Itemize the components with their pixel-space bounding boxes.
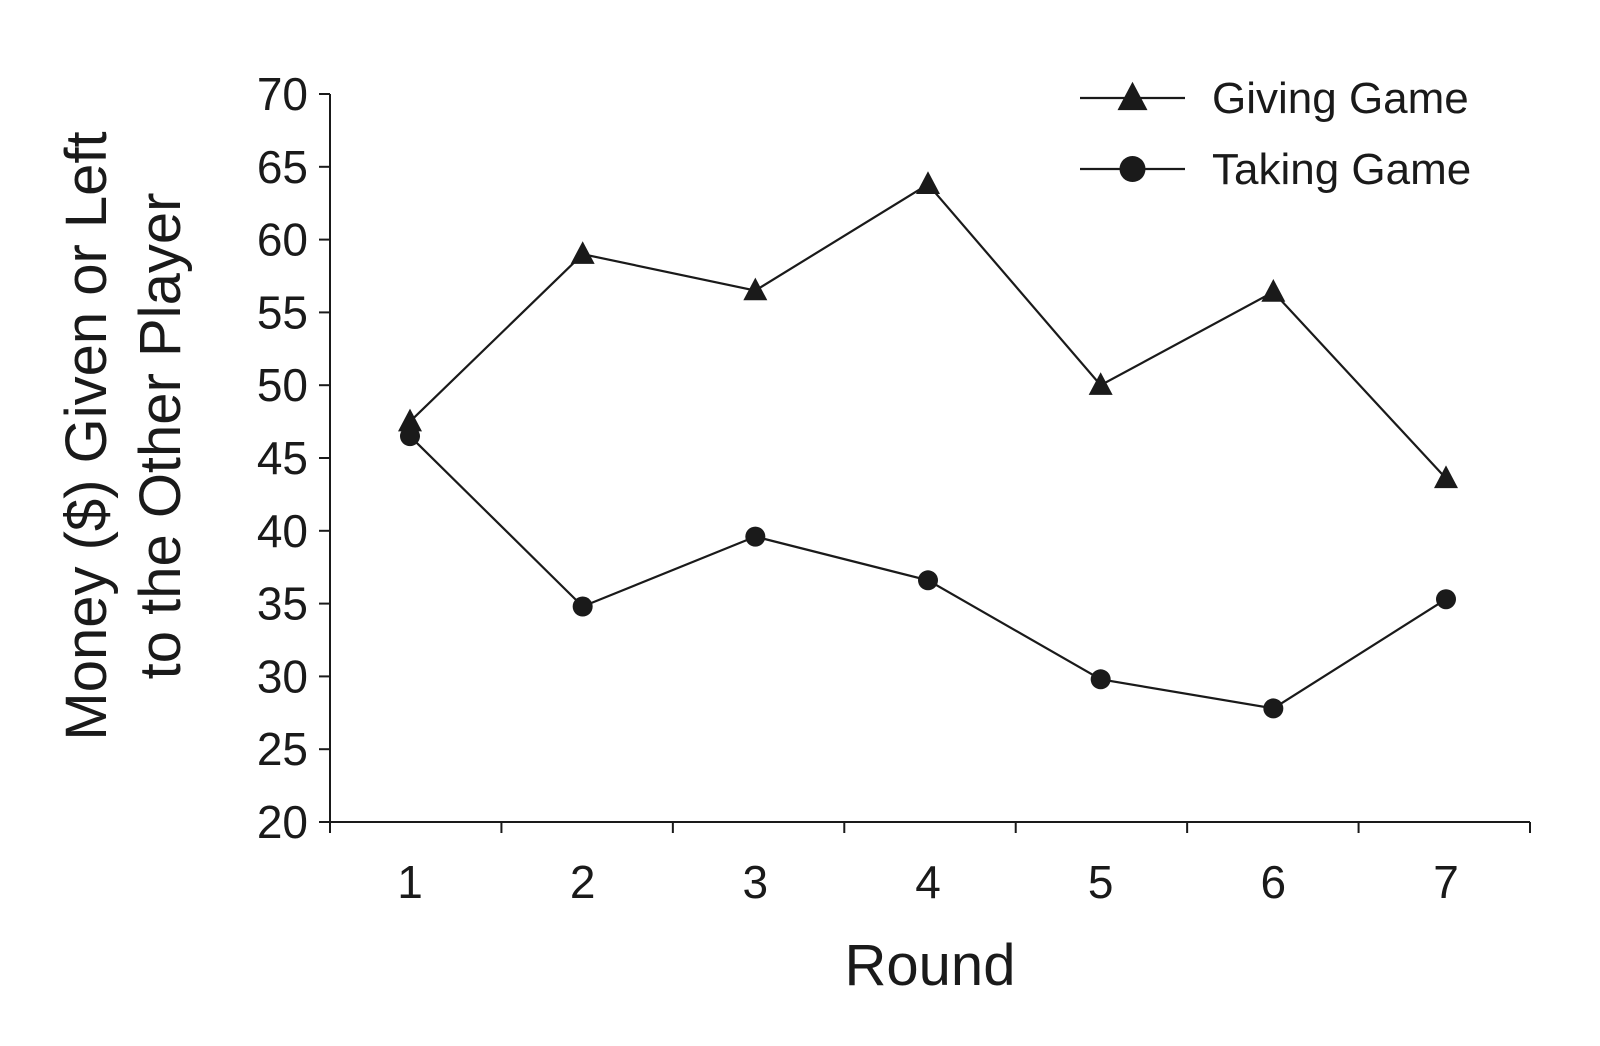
y-tick-label: 35 — [257, 578, 308, 630]
legend-circle-icon — [1119, 156, 1146, 182]
series-layer — [398, 171, 1458, 719]
triangle-marker — [916, 171, 940, 194]
triangle-marker — [570, 241, 595, 264]
circle-marker — [1263, 698, 1284, 719]
legend-item: Taking Game — [1080, 145, 1471, 194]
y-tick-label: 45 — [257, 432, 308, 484]
y-axis-title: Money ($) Given or Left to the Other Pla… — [54, 131, 193, 740]
y-tick-label: 55 — [257, 286, 308, 338]
circle-marker — [745, 526, 766, 547]
circle-marker — [1090, 669, 1111, 690]
y-tick-label: 20 — [257, 796, 308, 848]
x-axis-title: Round — [845, 933, 1016, 998]
triangle-marker — [1261, 279, 1286, 302]
y-axis-title-line-1: Money ($) Given or Left — [54, 131, 119, 740]
triangle-marker — [743, 277, 768, 301]
y-tick-label: 30 — [257, 650, 308, 702]
circle-marker — [400, 426, 420, 447]
triangle-marker — [1088, 372, 1113, 395]
x-tick-label: 2 — [570, 856, 596, 908]
y-tick-label: 60 — [257, 214, 308, 266]
y-axis-title-line-2: to the Other Player — [128, 193, 193, 680]
x-tick-label: 4 — [915, 856, 941, 908]
x-tick-label: 3 — [743, 856, 769, 908]
series-giving-game — [398, 171, 1458, 489]
x-axis-ticks: 1 2 3 4 5 6 7 — [329, 822, 1531, 908]
triangle-marker — [398, 408, 422, 432]
y-tick-label: 50 — [257, 359, 308, 411]
legend-item: Giving Game — [1080, 74, 1469, 123]
legend-label: Taking Game — [1212, 145, 1471, 194]
x-tick-label: 1 — [397, 856, 423, 908]
y-tick-label: 25 — [257, 723, 308, 775]
x-tick-label: 6 — [1261, 856, 1287, 908]
y-axis-ticks: 20 25 30 35 40 45 50 55 60 65 70 — [257, 68, 330, 848]
circle-marker — [1436, 589, 1456, 610]
legend-label: Giving Game — [1212, 74, 1469, 123]
x-tick-label: 5 — [1088, 856, 1114, 908]
circle-marker — [918, 570, 938, 591]
series-line — [409, 182, 1447, 480]
y-tick-label: 70 — [257, 68, 308, 120]
legend-triangle-icon — [1117, 81, 1148, 111]
series-taking-game — [400, 426, 1456, 719]
circle-marker — [572, 596, 593, 617]
y-tick-label: 65 — [257, 141, 308, 193]
x-tick-label: 7 — [1433, 856, 1459, 908]
y-tick-label: 40 — [257, 505, 308, 557]
triangle-marker — [1434, 465, 1458, 489]
legend: Giving Game Taking Game — [1080, 74, 1471, 194]
